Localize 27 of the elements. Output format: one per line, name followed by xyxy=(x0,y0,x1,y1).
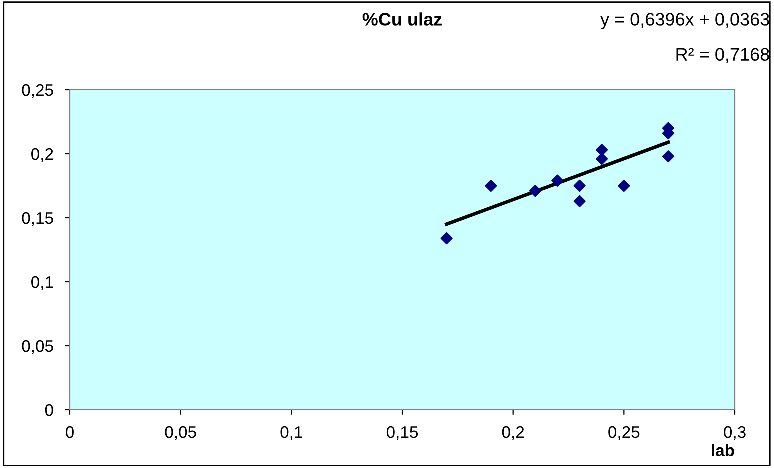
text: R² = 0,7168 xyxy=(676,48,770,64)
point xyxy=(596,153,608,166)
point xyxy=(485,180,498,192)
y-tick-label: 0,1 xyxy=(32,276,54,290)
x-tick-label: 0,25 xyxy=(608,426,640,440)
point xyxy=(574,195,586,208)
point xyxy=(529,185,542,198)
x-tick-label: 0,3 xyxy=(724,426,746,440)
text: y = 0,6396x + 0,0363 xyxy=(600,13,770,30)
point xyxy=(662,150,675,163)
x-tick-label: 0,2 xyxy=(502,426,524,440)
point xyxy=(618,180,630,192)
x-tick-label: 0,1 xyxy=(280,426,302,440)
y-tick-label: 0,05 xyxy=(22,340,54,354)
y-tick-label: 0,2 xyxy=(32,148,54,162)
x-tick-label: 0,05 xyxy=(165,426,196,440)
x-tick-label: 0 xyxy=(66,426,74,438)
chart-title: %Cu ulaz xyxy=(362,12,442,26)
point xyxy=(440,232,453,245)
y-tick-label: 0,15 xyxy=(22,212,54,226)
y-tick-label: 0,25 xyxy=(22,84,54,98)
x-axis-title: lab xyxy=(712,444,734,457)
x-tick-label: 0,15 xyxy=(386,426,418,440)
point xyxy=(596,144,608,156)
point xyxy=(552,174,564,187)
y-tick-label: 0 xyxy=(45,404,54,416)
point xyxy=(574,180,586,192)
